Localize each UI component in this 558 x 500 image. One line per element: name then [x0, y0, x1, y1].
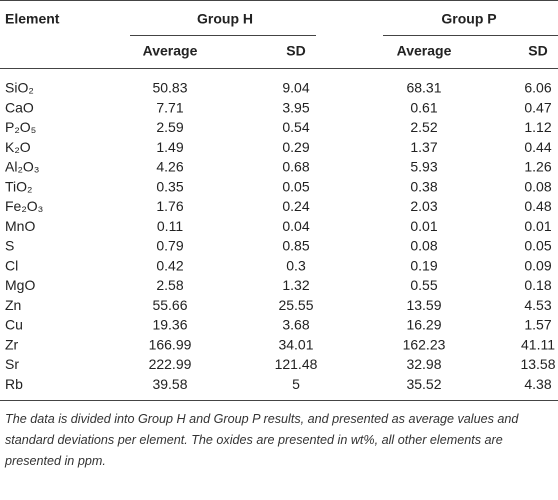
value-cell: 0.85 — [282, 238, 309, 254]
value-cell: 0.29 — [282, 139, 309, 155]
value-cell: 0.38 — [410, 178, 437, 194]
value-cell: 6.06 — [524, 80, 551, 96]
value-cell: 121.48 — [275, 356, 318, 372]
value-cell: 4.26 — [156, 159, 183, 175]
subheader-cell: Average — [143, 43, 198, 59]
value-cell: 3.68 — [282, 317, 309, 333]
element-cell: Cu — [5, 317, 23, 333]
header-cell: Group P — [441, 11, 496, 27]
value-cell: 25.55 — [278, 297, 313, 313]
value-cell: 0.24 — [282, 198, 309, 214]
element-cell: Fe₂O₃ — [5, 198, 43, 214]
value-cell: 13.58 — [520, 356, 555, 372]
value-cell: 1.49 — [156, 139, 183, 155]
value-cell: 0.05 — [524, 238, 551, 254]
value-cell: 2.03 — [410, 198, 437, 214]
subheader-cell: SD — [286, 43, 305, 59]
value-cell: 68.31 — [406, 80, 441, 96]
value-cell: 3.95 — [282, 99, 309, 115]
value-cell: 0.09 — [524, 257, 551, 273]
element-cell: P₂O₅ — [5, 119, 36, 135]
value-cell: 0.04 — [282, 218, 309, 234]
element-cell: MgO — [5, 277, 35, 293]
element-cell: TiO₂ — [5, 178, 32, 194]
element-cell: Rb — [5, 376, 23, 392]
element-cell: S — [5, 238, 14, 254]
value-cell: 34.01 — [278, 336, 313, 352]
subheader-cell: Average — [397, 43, 452, 59]
value-cell: 2.59 — [156, 119, 183, 135]
value-cell: 1.37 — [410, 139, 437, 155]
value-cell: 50.83 — [152, 80, 187, 96]
value-cell: 1.26 — [524, 159, 551, 175]
value-cell: 39.58 — [152, 376, 187, 392]
element-cell: Zn — [5, 297, 21, 313]
value-cell: 0.08 — [524, 178, 551, 194]
value-cell: 0.35 — [156, 178, 183, 194]
element-cell: Al₂O₃ — [5, 159, 39, 175]
value-cell: 2.58 — [156, 277, 183, 293]
value-cell: 2.52 — [410, 119, 437, 135]
value-cell: 0.08 — [410, 238, 437, 254]
value-cell: 5 — [292, 376, 300, 392]
value-cell: 5.93 — [410, 159, 437, 175]
value-cell: 0.42 — [156, 257, 183, 273]
value-cell: 55.66 — [152, 297, 187, 313]
value-cell: 0.05 — [282, 178, 309, 194]
element-cell: Cl — [5, 257, 18, 273]
element-cell: MnO — [5, 218, 35, 234]
value-cell: 0.44 — [524, 139, 551, 155]
value-cell: 0.54 — [282, 119, 309, 135]
value-cell: 1.32 — [282, 277, 309, 293]
table: Element Group H Group P Average SD Average SD S… — [0, 0, 558, 401]
value-cell: 4.38 — [524, 376, 551, 392]
value-cell: 13.59 — [406, 297, 441, 313]
value-cell: 32.98 — [406, 356, 441, 372]
value-cell: 0.3 — [286, 257, 306, 273]
value-cell: 0.55 — [410, 277, 437, 293]
value-cell: 4.53 — [524, 297, 551, 313]
value-cell: 35.52 — [406, 376, 441, 392]
value-cell: 166.99 — [149, 336, 192, 352]
header-cell: Group H — [197, 11, 253, 27]
value-cell: 1.57 — [524, 317, 551, 333]
value-cell: 0.61 — [410, 99, 437, 115]
value-cell: 1.76 — [156, 198, 183, 214]
footnote: The data is divided into Group H and Gro… — [5, 412, 519, 468]
value-cell: 0.11 — [157, 218, 183, 234]
element-cell: Zr — [5, 336, 19, 352]
element-cell: K₂O — [5, 139, 31, 155]
value-cell: 0.79 — [156, 238, 183, 254]
value-cell: 16.29 — [406, 317, 441, 333]
value-cell: 41.11 — [521, 336, 555, 352]
value-cell: 0.01 — [524, 218, 551, 234]
value-cell: 0.68 — [282, 159, 309, 175]
element-cell: CaO — [5, 99, 34, 115]
value-cell: 0.48 — [524, 198, 551, 214]
value-cell: 0.47 — [524, 99, 551, 115]
value-cell: 9.04 — [282, 80, 309, 96]
header-cell: Element — [5, 11, 60, 27]
value-cell: 0.18 — [524, 277, 551, 293]
element-cell: Sr — [5, 356, 19, 372]
value-cell: 7.71 — [156, 99, 183, 115]
value-cell: 222.99 — [149, 356, 192, 372]
value-cell: 1.12 — [524, 119, 551, 135]
value-cell: 162.23 — [403, 336, 446, 352]
value-cell: 0.19 — [410, 257, 437, 273]
value-cell: 0.01 — [410, 218, 437, 234]
element-cell: SiO₂ — [5, 80, 34, 96]
subheader-cell: SD — [528, 43, 547, 59]
value-cell: 19.36 — [152, 317, 187, 333]
